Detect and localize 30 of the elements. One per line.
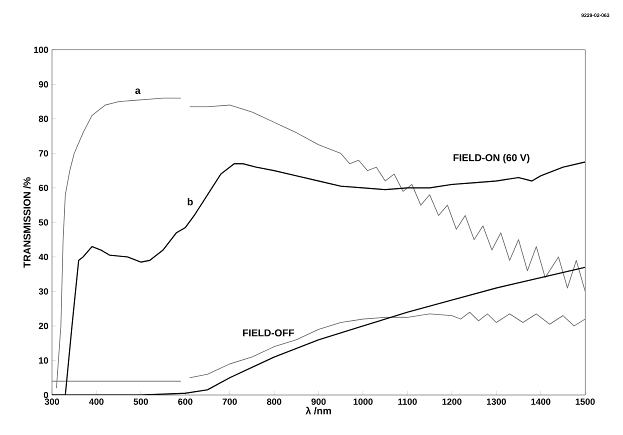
x-tick-label: 1000 [354,398,373,405]
x-tick-label: 700 [222,398,237,405]
x-tick-label: 900 [311,398,326,405]
x-tick-label: 800 [266,398,282,405]
x-tick-label: 1100 [398,398,417,405]
y-tick-label: 30 [38,288,48,295]
x-tick-label: 1400 [531,398,550,405]
x-tick-label: 1300 [486,398,506,405]
annotation: FIELD-ON (60 V) [454,154,530,164]
y-tick-label: 0 [44,392,48,398]
y-axis-title: TRANSMISSION /% [23,177,31,268]
y-tick-label: 70 [38,150,48,157]
y-tick-label: 10 [39,357,48,364]
x-tick-label: 300 [44,398,60,405]
x-tick-label: 1200 [442,398,462,405]
x-tick-label: 600 [178,398,192,405]
annotation: b [188,198,193,206]
x-axis-title: λ /nm [306,406,331,414]
annotation: FIELD-OFF [243,329,294,336]
x-tick-label: 500 [134,398,148,405]
y-tick-label: 100 [34,46,48,54]
x-tick-label: 400 [89,398,104,405]
y-tick-label: 40 [38,254,48,260]
annotation: a [135,88,141,94]
x-tick-label: 1500 [576,398,595,405]
y-tick-label: 90 [38,81,48,88]
y-tick-label: 60 [38,184,48,192]
y-tick-label: 80 [38,116,48,122]
y-tick-label: 20 [38,322,48,330]
y-tick-label: 50 [38,219,48,226]
